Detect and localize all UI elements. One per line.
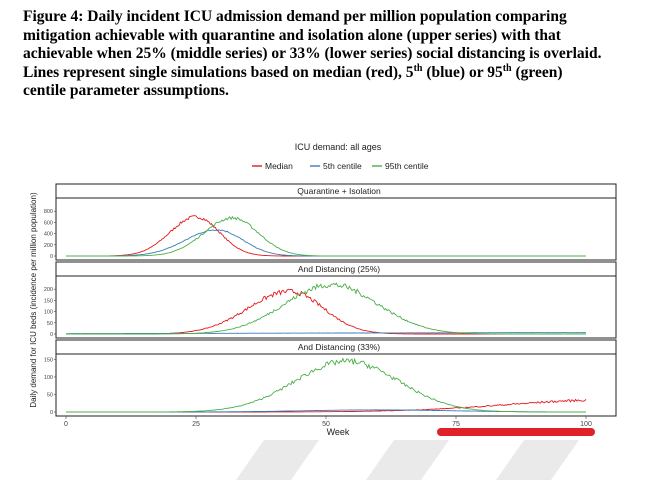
series-line-median — [66, 215, 586, 257]
caption-line-2: mitigation achievable with quarantine an… — [23, 26, 561, 44]
y-axis-label: Daily demand for ICU beds (incidence per… — [29, 192, 38, 408]
panel-plot-area — [55, 197, 617, 261]
y-tick-label: 150 — [44, 298, 53, 304]
y-tick-label: 800 — [44, 209, 53, 215]
scroll-indicator-bar — [437, 428, 595, 436]
y-tick-label: 0 — [50, 332, 53, 338]
figure-caption: Figure 4: Daily incident ICU admission d… — [23, 8, 653, 101]
caption-line-4-a: Lines represent single simulations based… — [23, 63, 414, 81]
y-tick-label: 100 — [44, 375, 53, 381]
icu-demand-chart: ICU demand: all ages Median 5th centile 95… — [29, 142, 617, 437]
y-tick-label: 150 — [44, 358, 53, 364]
caption-sup-1: th — [413, 62, 423, 74]
series-line-5th-centile — [66, 229, 586, 257]
chart-panels: Quarantine + Isolation 0 200 400 600 800 And D… — [44, 183, 617, 417]
y-tick-label: 400 — [44, 232, 53, 238]
panel-plot-area — [55, 353, 617, 417]
series-line-95th-centile — [66, 357, 586, 413]
y-tick-label: 50 — [47, 321, 53, 327]
caption-line-5: centile parameter assumptions. — [23, 82, 229, 99]
legend-label-median: Median — [265, 161, 293, 171]
legend-label-95th-centile: 95th centile — [385, 161, 429, 171]
y-tick-label: 200 — [44, 287, 53, 293]
series-line-5th-centile — [66, 332, 587, 335]
panel-and-distancing-25: And Distancing (25%) 0 50 100 150 200 — [44, 261, 617, 339]
y-tick-label: 0 — [50, 410, 53, 416]
x-axis: 0 25 50 75 100 — [64, 416, 592, 428]
y-tick-label: 200 — [44, 243, 53, 249]
caption-line-4-b: (blue) or 95 — [422, 63, 503, 81]
caption-sup-2: th — [502, 62, 512, 74]
y-tick-label: 600 — [44, 220, 53, 226]
x-tick-label: 75 — [452, 421, 460, 428]
series-line-median — [66, 288, 586, 335]
x-axis-label: Week — [327, 427, 350, 437]
chart-title: ICU demand: all ages — [295, 142, 382, 152]
y-tick-label: 50 — [47, 393, 53, 399]
y-tick-label: 100 — [44, 310, 53, 316]
caption-line-1: Figure 4: Daily incident ICU admission d… — [23, 8, 567, 25]
caption-line-4-c: (green) — [511, 63, 563, 81]
x-tick-label: 50 — [322, 421, 330, 428]
caption-line-4: Lines represent single simulations based… — [23, 62, 653, 83]
chart-legend: Median 5th centile 95th centile — [252, 161, 429, 171]
panel-quarantine-isolation: Quarantine + Isolation 0 200 400 600 800 — [44, 183, 617, 261]
panel-title: Quarantine + Isolation — [297, 186, 381, 196]
x-tick-label: 100 — [580, 421, 592, 428]
caption-line-3: achievable when 25% (middle series) or 3… — [23, 45, 602, 62]
series-line-95th-centile — [66, 215, 586, 257]
panel-title: And Distancing (25%) — [298, 264, 380, 274]
panel-title: And Distancing (33%) — [298, 342, 380, 352]
panel-plot-area — [55, 275, 617, 339]
y-tick-label: 0 — [50, 254, 53, 260]
legend-label-5th-centile: 5th centile — [323, 161, 362, 171]
x-tick-label: 25 — [192, 421, 200, 428]
panel-and-distancing-33: And Distancing (33%) 0 50 100 150 — [44, 339, 617, 417]
x-tick-label: 0 — [64, 421, 68, 428]
series-line-95th-centile — [66, 282, 586, 335]
